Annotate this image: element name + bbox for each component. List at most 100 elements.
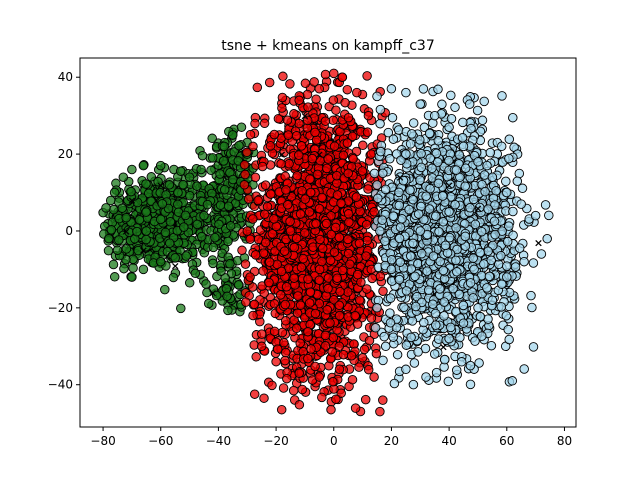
data-point [458,117,468,128]
data-point [289,273,299,283]
data-point [373,193,383,204]
data-point [352,269,363,280]
data-point [388,211,399,221]
data-point [451,223,461,233]
data-point [528,342,539,352]
data-point [424,128,435,139]
data-point [109,272,120,282]
data-point [108,259,119,270]
data-point [325,318,335,328]
data-point [215,200,226,210]
data-point [526,290,536,301]
data-point [451,255,461,266]
data-point [379,331,389,342]
data-point [295,300,306,310]
data-point [439,354,450,365]
data-point [477,331,487,341]
data-point [184,190,195,201]
data-point [225,259,235,269]
data-point [334,232,345,243]
data-point [311,94,321,104]
data-point [295,209,306,219]
data-point [504,134,515,144]
data-point [240,259,251,269]
data-point [300,78,311,89]
data-point [277,92,288,103]
data-point [338,349,349,360]
data-point [410,271,420,282]
data-point [490,229,500,240]
data-point [408,118,419,128]
data-point [241,297,251,307]
data-point [405,185,415,195]
data-point [252,82,263,93]
series-2 [237,68,390,417]
data-point [225,221,236,231]
data-point [465,379,476,390]
data-point [337,265,348,276]
data-point [320,116,331,126]
data-point [331,105,341,115]
data-point [178,179,188,190]
data-point [352,87,362,98]
data-point [273,113,284,124]
data-point [253,195,263,206]
data-point [335,286,345,297]
data-point [407,316,418,326]
data-point [242,147,252,158]
data-point [342,138,353,148]
data-point [328,376,338,387]
data-point [303,353,313,364]
data-point [245,129,256,140]
data-point [269,299,280,309]
data-point [425,153,435,164]
data-point [479,96,489,107]
data-point [343,248,354,259]
data-point [223,305,233,316]
data-point [289,109,299,119]
data-point [431,211,441,221]
data-point [138,160,149,171]
data-point [297,185,307,196]
data-point [416,248,427,259]
data-point [364,335,375,346]
data-point [141,234,151,245]
data-point [277,103,287,113]
data-point [456,357,467,367]
data-point [378,286,388,296]
data-point [527,302,537,313]
data-point [202,199,213,210]
data-point [394,200,404,211]
data-point [117,203,127,213]
data-point [249,389,260,399]
data-point [304,298,315,308]
data-point [303,274,313,284]
data-point [240,169,250,180]
data-point [460,181,470,191]
data-point [378,395,388,405]
data-point [267,380,277,391]
data-point [371,348,382,359]
data-point [370,323,381,333]
chart-title: tsne + kmeans on kampff_c37 [221,38,434,54]
data-point [479,170,490,180]
data-point [294,368,304,378]
data-point [164,180,175,190]
data-point [280,355,290,366]
data-point [330,222,341,233]
data-point [357,166,368,176]
data-point [310,127,320,138]
data-point [276,266,287,277]
data-point [291,130,302,141]
data-point [496,250,506,261]
data-point [502,261,512,271]
data-point [298,253,308,264]
data-point [460,231,471,242]
data-point [378,355,388,366]
data-point [332,190,343,200]
data-point [468,293,478,303]
data-point [451,165,462,175]
data-point [279,246,290,256]
data-point [334,341,345,352]
data-point [276,404,287,415]
